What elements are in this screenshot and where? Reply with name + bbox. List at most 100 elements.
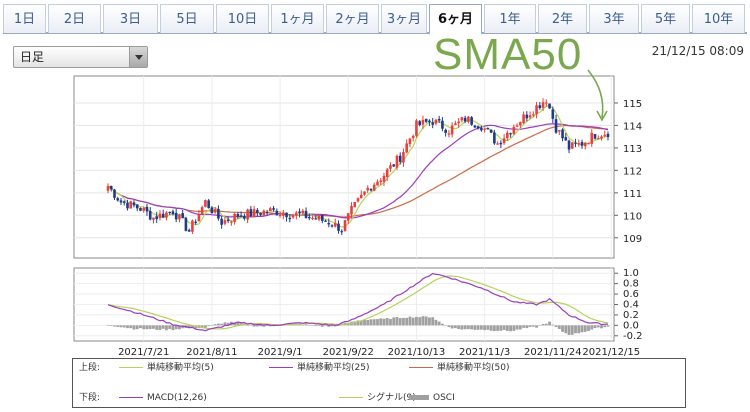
candle-body [366, 187, 370, 191]
legend-line-icon [119, 367, 143, 368]
candle-body [424, 118, 428, 122]
osci-bar [479, 325, 483, 330]
osci-bar [583, 325, 587, 332]
candle-body [116, 198, 120, 201]
legend-macd: MACD(12,26) [119, 391, 207, 405]
candle-body [356, 198, 360, 202]
candle-body [178, 214, 181, 220]
osci-bar [158, 325, 162, 330]
legend-sma5-label: 単純移動平均(5) [147, 363, 214, 373]
candle-body [252, 209, 256, 218]
osci-bar [567, 325, 571, 336]
tab-7[interactable]: 3ヶ月 [381, 4, 427, 33]
tab-3[interactable]: 5日 [160, 4, 214, 33]
tab-1[interactable]: 2日 [48, 4, 101, 33]
legend-lower-label: 下段: [79, 393, 101, 403]
osci-bar [587, 325, 590, 332]
tab-5[interactable]: 1ヶ月 [271, 4, 324, 33]
legend-line-icon [409, 367, 433, 368]
osci-bar [600, 325, 603, 329]
legend-line-icon [269, 367, 293, 368]
candle-body [486, 128, 490, 130]
osci-bar [148, 325, 152, 329]
osci-bar [330, 325, 334, 327]
candle-body [587, 143, 590, 145]
candle-body [447, 133, 451, 135]
candle-body [317, 216, 321, 220]
price-tick-label: 113 [623, 144, 642, 155]
osci-bar [447, 325, 451, 328]
osci-bar [606, 325, 610, 327]
osci-bar [392, 317, 396, 326]
osci-bar [580, 325, 584, 333]
candle-body [324, 220, 327, 222]
tab-6[interactable]: 2ヶ月 [326, 4, 379, 33]
candle-body [515, 125, 519, 127]
osci-bar [249, 325, 253, 326]
osci-bar [168, 325, 172, 330]
candle-period-select[interactable]: 日足 [13, 46, 148, 68]
candle-body [532, 114, 535, 116]
candle-body [213, 209, 217, 213]
osci-bar [541, 324, 545, 326]
tab-2[interactable]: 3日 [103, 4, 158, 33]
legend-upper-label: 上段: [79, 363, 101, 373]
tab-0[interactable]: 1日 [3, 4, 46, 33]
osci-bar [450, 325, 454, 329]
osci-bar [603, 325, 607, 328]
candle-body [259, 212, 262, 215]
tab-4[interactable]: 10日 [216, 4, 269, 33]
price-tick-label: 111 [623, 189, 642, 200]
legend-osci: OSCI [409, 391, 455, 405]
osci-bar [106, 325, 110, 326]
chevron-down-icon[interactable] [129, 47, 147, 67]
osci-bar [441, 323, 444, 326]
candle-body [285, 212, 288, 218]
osci-bar [262, 325, 266, 327]
osci-bar [317, 325, 321, 327]
candle-body [142, 207, 146, 211]
period-tab-bar: 1日 2日 3日 5日 10日 1ヶ月 2ヶ月 3ヶ月 6ヶ月 1年 2年 3年 5年 10年 [3, 4, 747, 35]
tab-8[interactable]: 6ヶ月 [429, 4, 482, 35]
candle-body [444, 129, 447, 133]
candle-body [295, 212, 298, 216]
sma50-annotation: SMA50 [433, 30, 583, 79]
candle-body [246, 209, 249, 220]
candle-body [411, 135, 415, 138]
candle-body [333, 222, 337, 227]
candle-body [369, 188, 373, 191]
macd-tick-label: 1.0 [623, 268, 639, 279]
osci-bar [178, 325, 181, 330]
tab-9[interactable]: 1年 [484, 4, 536, 33]
candle-body [314, 218, 318, 220]
osci-bar [486, 325, 490, 330]
candle-body [340, 231, 344, 233]
osci-bar [561, 325, 564, 332]
osci-bar [207, 325, 211, 327]
osci-bar [194, 325, 198, 329]
candle-body [561, 129, 564, 139]
tab-13[interactable]: 10年 [692, 4, 745, 33]
sma50-line [107, 124, 609, 218]
tab-11[interactable]: 3年 [589, 4, 639, 33]
osci-bar [372, 319, 376, 326]
legend-line-icon [339, 397, 363, 398]
osci-bar [165, 325, 168, 331]
osci-bar [135, 325, 139, 330]
candle-body [223, 220, 227, 224]
legend-line-icon [119, 397, 143, 398]
annotation-arrow [587, 69, 604, 119]
osci-bar [395, 317, 399, 326]
tab-10[interactable]: 2年 [538, 4, 587, 33]
osci-bar [473, 325, 477, 330]
candle-body [129, 201, 133, 209]
osci-bar [129, 325, 133, 329]
osci-bar [483, 325, 487, 331]
osci-bar [548, 321, 551, 326]
candle-body [200, 207, 204, 215]
chart-legend: 上段: 単純移動平均(5) 単純移動平均(25) 単純移動平均(50) 下段: … [72, 358, 686, 408]
osci-bar [489, 325, 493, 331]
tab-12[interactable]: 5年 [641, 4, 690, 33]
date-tick-label: 2021/11/24 [524, 347, 582, 358]
macd-tick-label: 0.4 [623, 300, 639, 311]
